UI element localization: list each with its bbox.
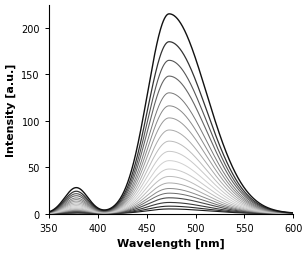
Y-axis label: Intensity [a.u.]: Intensity [a.u.] xyxy=(6,63,16,156)
X-axis label: Wavelength [nm]: Wavelength [nm] xyxy=(117,238,225,248)
